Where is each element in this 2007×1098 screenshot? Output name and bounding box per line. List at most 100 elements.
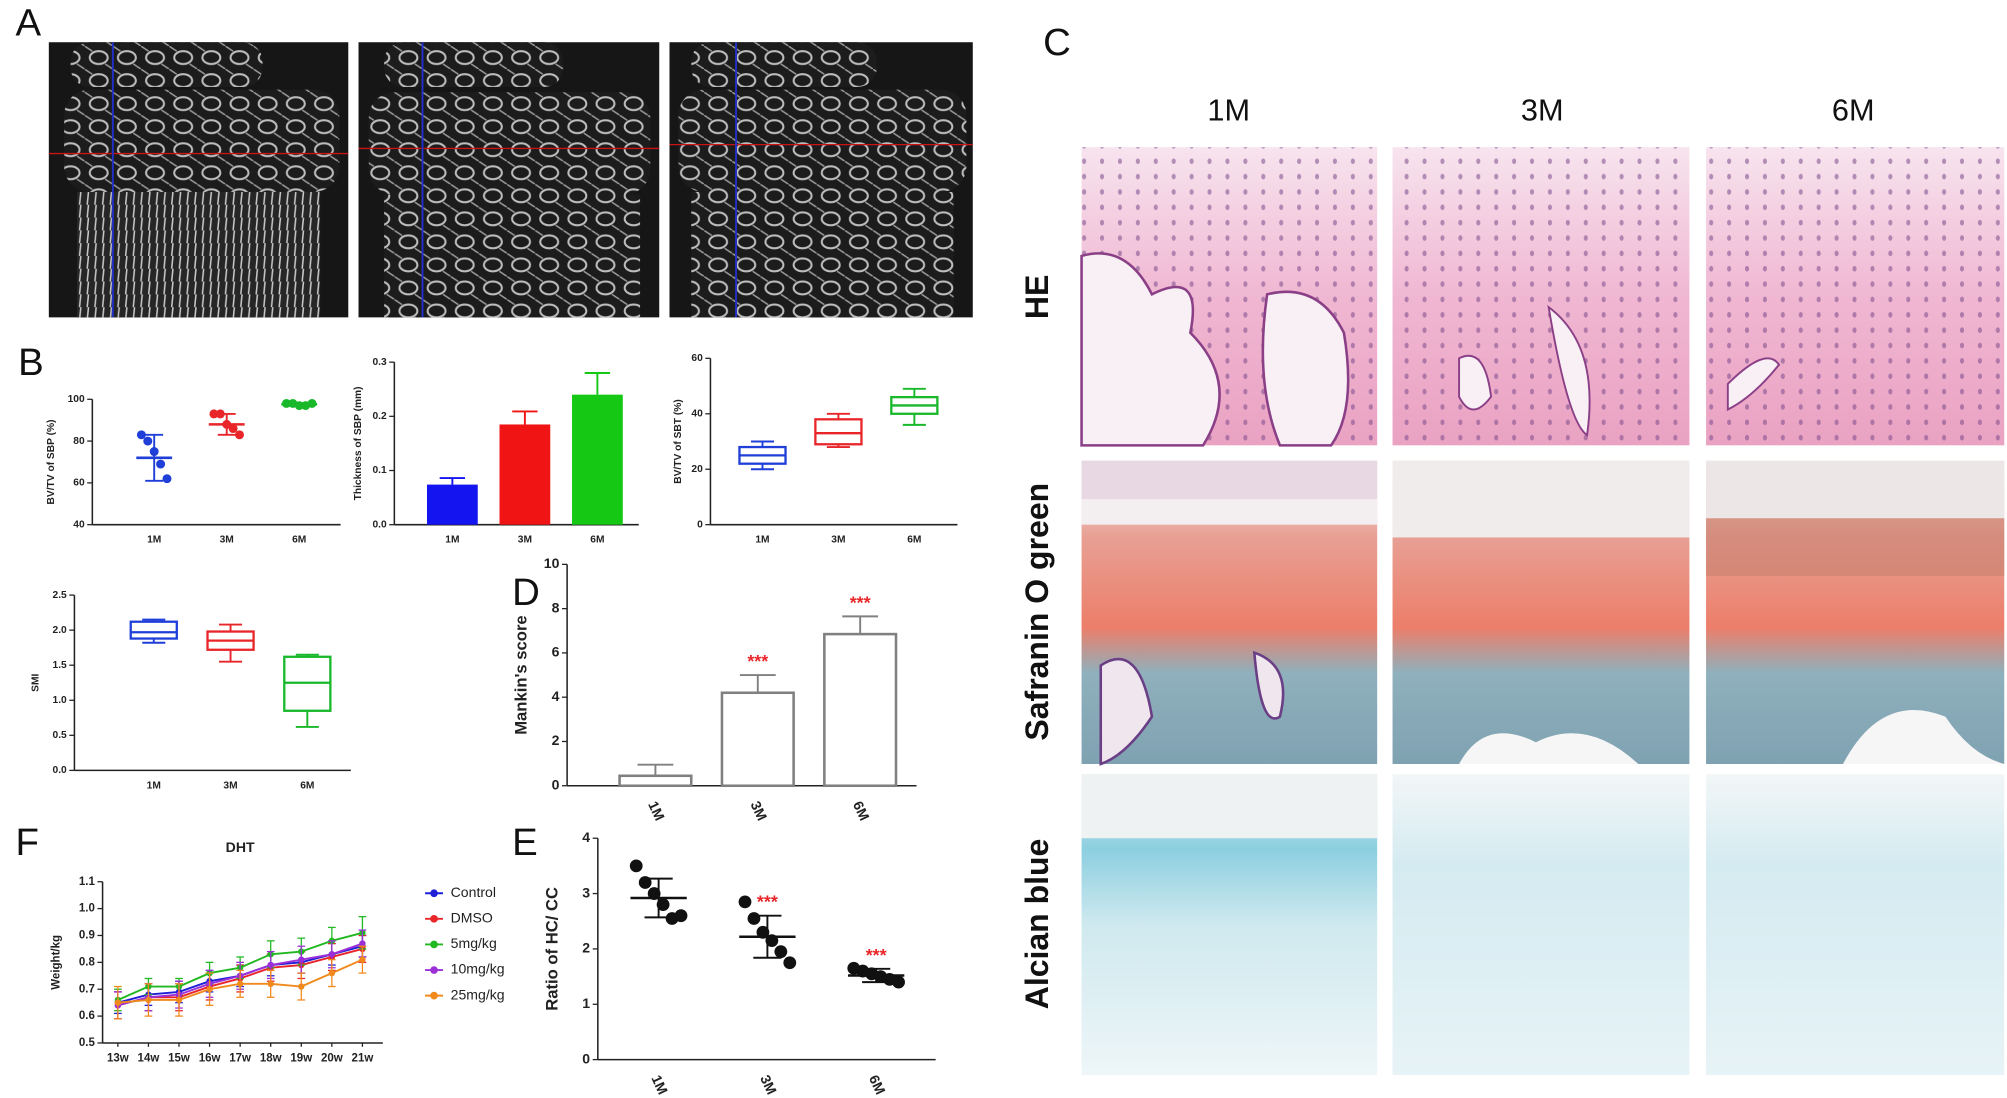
legend-label: Control (451, 884, 496, 900)
error-bar (439, 477, 466, 485)
y-tick-label: 4 (582, 829, 590, 845)
x-tick-label: 20w (321, 1052, 343, 1064)
microct-6m (669, 42, 973, 318)
significance: *** (850, 592, 871, 612)
chart-title: DHT (226, 839, 255, 855)
significance: *** (757, 892, 778, 912)
y-tick-label: 0.9 (79, 930, 95, 942)
x-tick-label: 15w (168, 1052, 190, 1064)
x-tick-label: 6M (850, 799, 873, 823)
y-axis-label: Ratio of HC/ CC (542, 887, 561, 1011)
data-point (175, 996, 183, 1004)
x-tick-label: 3M (220, 535, 234, 546)
y-tick-label: 0.0 (372, 519, 387, 530)
y-tick-label: 0.3 (372, 357, 387, 368)
y-tick-label: 0.1 (372, 465, 387, 476)
y-tick-label: 60 (73, 478, 85, 489)
panel-label: B (18, 341, 44, 384)
x-tick-label: 3M (831, 535, 845, 546)
y-tick-label: 2.0 (53, 625, 68, 636)
data-point (209, 409, 219, 419)
x-tick-label: 6M (907, 535, 921, 546)
data-point (747, 912, 761, 925)
y-tick-label: 0.0 (53, 765, 68, 776)
y-tick-label: 2.5 (53, 590, 68, 601)
data-point (136, 430, 146, 440)
error-bar (739, 674, 776, 693)
y-tick-label: 2 (582, 940, 590, 956)
column-heading: 1M (1207, 93, 1250, 128)
x-tick-label: 16w (199, 1052, 221, 1064)
y-tick-label: 0.5 (79, 1037, 96, 1049)
data-point (267, 980, 274, 988)
x-tick-label: 18w (260, 1052, 282, 1064)
data-point (359, 956, 366, 963)
y-tick-label: 10 (544, 555, 560, 571)
panel-label: A (16, 2, 42, 45)
y-axis-label: Weight/kg (51, 935, 63, 990)
data-point (328, 951, 336, 958)
x-tick-label: 3M (757, 1072, 780, 1096)
panel-label: C (1043, 21, 1071, 64)
y-tick-label: 100 (68, 394, 85, 405)
bar (499, 424, 551, 525)
data-point (143, 436, 153, 446)
y-axis-label: BV/TV of SBT (%) (673, 399, 684, 484)
x-tick-label: 3M (518, 535, 532, 546)
legend-marker (430, 940, 438, 949)
data-point (267, 961, 274, 969)
bar (720, 691, 795, 788)
data-point (892, 975, 905, 989)
y-tick-label: 40 (691, 408, 703, 419)
legend-marker (430, 991, 438, 1000)
y-tick-label: 60 (691, 353, 703, 364)
legend-label: 25mg/kg (451, 986, 505, 1002)
bar (572, 394, 623, 525)
x-tick-label: 13w (107, 1052, 129, 1064)
data-point (656, 898, 670, 912)
y-axis-label: SMI (31, 673, 42, 691)
significance: *** (747, 651, 768, 671)
y-axis-label: Thickness of SBP (mm) (353, 386, 364, 500)
x-tick-label: 3M (748, 799, 771, 823)
row-heading: HE (1019, 275, 1055, 319)
data-point (783, 956, 797, 970)
y-tick-label: 8 (552, 599, 560, 615)
data-point (298, 983, 305, 990)
data-point (236, 980, 244, 988)
y-axis-label: Mankin's score (512, 615, 531, 734)
x-tick-label: 14w (138, 1052, 160, 1064)
y-tick-label: 1.0 (53, 695, 68, 706)
y-tick-label: 1.5 (53, 660, 68, 671)
y-tick-label: 0.2 (372, 411, 387, 422)
x-tick-label: 1M (755, 535, 769, 546)
legend-label: DMSO (451, 910, 493, 926)
data-point (206, 986, 213, 993)
error-bar (644, 877, 673, 919)
y-tick-label: 0.5 (53, 730, 68, 741)
column-heading: 3M (1521, 93, 1564, 128)
y-tick-label: 6 (552, 644, 560, 660)
x-tick-label: 6M (866, 1072, 889, 1096)
legend-label: 5mg/kg (451, 935, 497, 951)
x-tick-label: 17w (229, 1052, 251, 1064)
panel-label: E (512, 821, 538, 864)
y-tick-label: 0 (552, 776, 560, 792)
bar (823, 632, 898, 788)
data-point (162, 474, 172, 484)
y-tick-label: 4 (552, 688, 560, 704)
y-tick-label: 0 (697, 519, 703, 530)
error-bar (512, 410, 538, 425)
data-point (738, 895, 752, 909)
y-tick-label: 40 (73, 519, 85, 530)
alcian-3m (1392, 774, 1690, 1075)
y-tick-label: 3 (582, 884, 590, 900)
x-tick-label: 19w (290, 1052, 312, 1064)
y-tick-label: 0 (582, 1050, 590, 1066)
y-tick-label: 0.8 (79, 956, 96, 968)
data-point (298, 956, 305, 963)
error-bar (217, 412, 236, 436)
y-tick-label: 2 (552, 732, 560, 748)
data-point (145, 996, 152, 1004)
